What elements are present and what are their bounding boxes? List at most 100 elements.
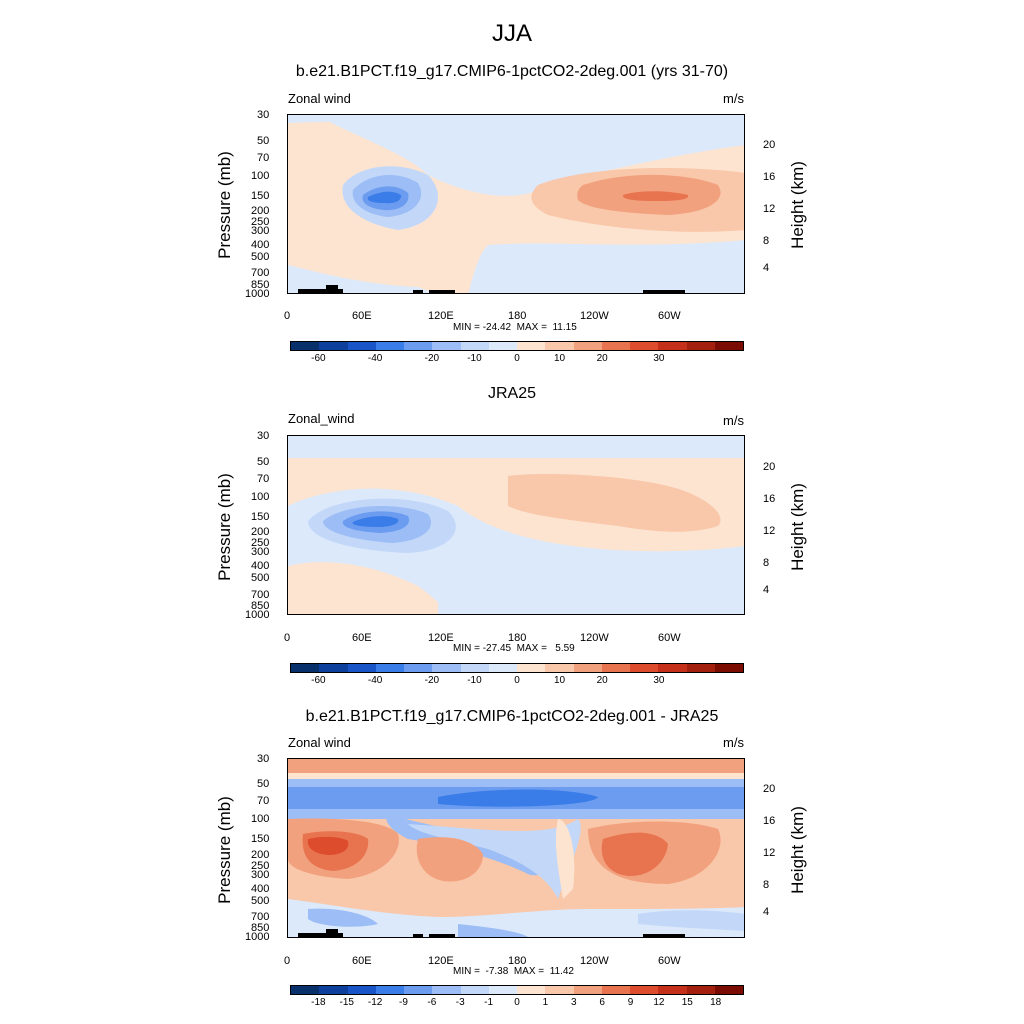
colorbar-swatch xyxy=(601,986,630,994)
panel2-y2tick: 4 xyxy=(763,584,770,596)
colorbar-swatch xyxy=(545,664,574,672)
colorbar-swatch xyxy=(375,342,404,350)
colorbar-swatch xyxy=(714,664,743,672)
panel1-ytick: 70 xyxy=(257,152,270,164)
panel2-ytick: 700 xyxy=(251,589,270,601)
panel2-plot-area xyxy=(287,435,745,615)
panel2-title: JRA25 xyxy=(487,385,537,402)
panel2-ytick: 100 xyxy=(251,491,270,503)
colorbar-swatch xyxy=(601,342,630,350)
colorbar-swatch xyxy=(432,664,461,672)
colorbar-swatch xyxy=(573,664,602,672)
panel1-ytick: 200 xyxy=(251,205,270,217)
colorbar-label: 20 xyxy=(596,675,608,686)
panel1-xtick: 180 xyxy=(508,310,527,322)
colorbar-label: -10 xyxy=(467,353,482,364)
colorbar-swatch xyxy=(291,342,320,350)
panel2-y2tick: 16 xyxy=(763,493,776,505)
panel1-y2label: Height (km) xyxy=(788,161,807,249)
panel2-xtick: 60E xyxy=(352,632,372,644)
panel1-xtick: 60E xyxy=(352,310,372,322)
colorbar-label: 20 xyxy=(596,353,608,364)
colorbar-label: 15 xyxy=(681,997,693,1008)
panel2-xtick: 0 xyxy=(284,632,291,644)
panel2-xtick: 120E xyxy=(428,632,454,644)
panel2-ytick: 30 xyxy=(257,430,270,442)
panel1-contour-field xyxy=(288,115,744,293)
panel3-ytick: 500 xyxy=(251,895,270,907)
panel1-y2tick: 16 xyxy=(763,171,776,183)
panel3-ytick: 250 xyxy=(251,860,270,872)
panel3-minmax: MIN = -7.38 MAX = 11.42 xyxy=(453,966,574,977)
colorbar-swatch xyxy=(404,664,433,672)
panel2-y2tick: 8 xyxy=(763,557,770,569)
panel3-colorbar xyxy=(290,985,744,995)
colorbar-swatch xyxy=(630,986,659,994)
panel2-ytick: 200 xyxy=(251,526,270,538)
panel1-ytick: 500 xyxy=(251,251,270,263)
panel3-title: b.e21.B1PCT.f19_g17.CMIP6-1pctCO2-2deg.0… xyxy=(305,708,719,725)
panel1-colorbar xyxy=(290,341,744,351)
colorbar-swatch xyxy=(658,664,687,672)
colorbar-swatch xyxy=(714,342,743,350)
colorbar-label: -20 xyxy=(424,675,440,686)
colorbar-label: 6 xyxy=(599,997,605,1008)
colorbar-label: 30 xyxy=(653,675,665,686)
panel3-ylabel: Pressure (mb) xyxy=(215,796,234,904)
colorbar-swatch xyxy=(573,986,602,994)
colorbar-label: 3 xyxy=(570,997,577,1008)
colorbar-label: 18 xyxy=(710,997,722,1008)
colorbar-swatch xyxy=(319,986,348,994)
panel3-ytick: 100 xyxy=(251,813,270,825)
colorbar-label: -20 xyxy=(424,353,440,364)
panel2-ylabel: Pressure (mb) xyxy=(215,473,234,581)
panel3-ytick: 1000 xyxy=(245,931,270,943)
panel1-y2tick: 20 xyxy=(763,139,776,151)
panel3-y2tick: 16 xyxy=(763,815,776,827)
colorbar-label: -40 xyxy=(367,675,383,686)
colorbar-swatch xyxy=(517,664,546,672)
panel3-y2tick: 4 xyxy=(763,906,770,918)
colorbar-swatch xyxy=(573,342,602,350)
panel3-ytick: 400 xyxy=(251,883,270,895)
panel3-ytick: 50 xyxy=(257,778,270,790)
panel1-ytick: 1000 xyxy=(245,288,270,300)
panel2-ytick: 70 xyxy=(257,473,270,485)
panel2-ytick: 300 xyxy=(251,546,270,558)
colorbar-swatch xyxy=(460,342,489,350)
panel2-ytick: 500 xyxy=(251,572,270,584)
panel1-ytick: 400 xyxy=(251,239,270,251)
colorbar-label: -15 xyxy=(339,997,354,1008)
panel2-xtick: 120W xyxy=(580,632,609,644)
panel1-y2tick: 4 xyxy=(763,262,770,274)
panel3-ytick: 200 xyxy=(251,849,270,861)
panel1-minmax: MIN = -24.42 MAX = 11.15 xyxy=(453,322,577,333)
panel1-ytick: 300 xyxy=(251,225,270,237)
colorbar-label: 9 xyxy=(627,997,634,1008)
colorbar-swatch xyxy=(347,664,376,672)
colorbar-swatch xyxy=(488,986,517,994)
panel1-title: b.e21.B1PCT.f19_g17.CMIP6-1pctCO2-2deg.0… xyxy=(295,63,729,80)
colorbar-label: -12 xyxy=(367,997,383,1008)
panel3-y2tick: 8 xyxy=(763,879,770,891)
colorbar-label: -9 xyxy=(399,997,408,1008)
panel3-ytick: 300 xyxy=(251,869,270,881)
main-title: JJA xyxy=(491,20,532,47)
panel2-xtick: 180 xyxy=(508,632,527,644)
panel2-colorbar xyxy=(290,663,744,673)
colorbar-swatch xyxy=(404,986,433,994)
colorbar-swatch xyxy=(630,342,659,350)
panel3-variable-label: Zonal wind xyxy=(288,735,351,750)
colorbar-label: 10 xyxy=(554,353,566,364)
colorbar-swatch xyxy=(488,664,517,672)
panel1-ylabel: Pressure (mb) xyxy=(215,151,234,259)
colorbar-label: 12 xyxy=(653,997,665,1008)
panel3-ytick: 700 xyxy=(251,911,270,923)
panel2-contour-field xyxy=(288,436,744,614)
panel2-y2label: Height (km) xyxy=(788,483,807,571)
colorbar-label: 1 xyxy=(542,997,549,1008)
colorbar-label: -1 xyxy=(484,997,494,1008)
colorbar-label: -40 xyxy=(367,353,383,364)
colorbar-swatch xyxy=(686,342,715,350)
panel2-y2tick: 12 xyxy=(763,525,776,537)
